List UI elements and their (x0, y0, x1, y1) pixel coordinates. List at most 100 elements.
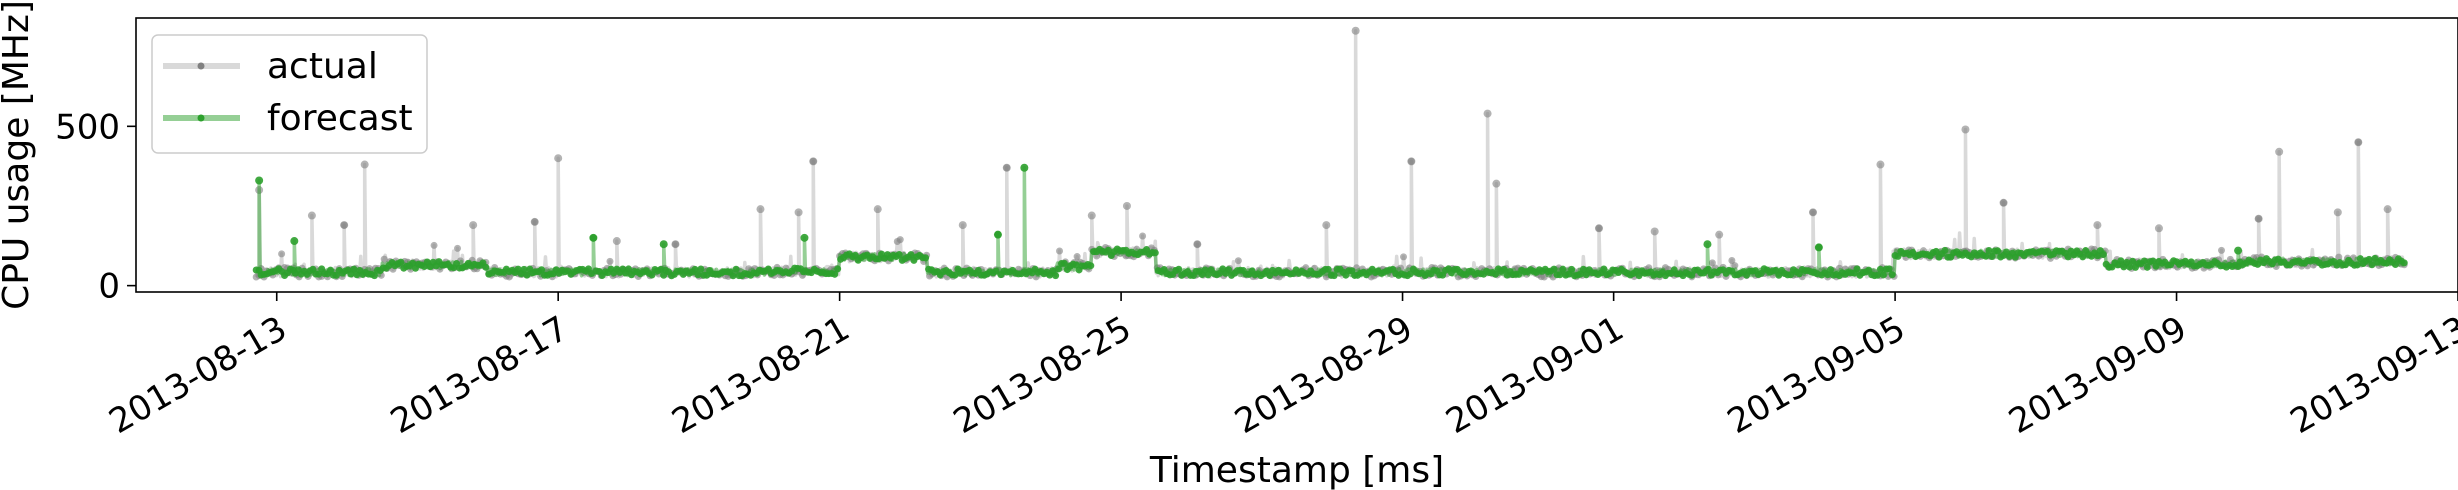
point-forecast (1824, 271, 1832, 279)
spike-point-actual-31 (2154, 224, 2163, 233)
point-forecast (1204, 271, 1212, 279)
point-forecast (2353, 261, 2361, 269)
point-forecast (1556, 271, 1564, 279)
point-actual (671, 240, 679, 248)
series-actual (252, 26, 2408, 281)
spike-point-forecast-7 (1703, 240, 1712, 249)
spike-point-actual-15 (1087, 211, 1096, 220)
x-tick-label: 2013-08-29 (1228, 309, 1419, 442)
point-forecast (2093, 252, 2101, 260)
point-forecast (482, 263, 490, 271)
point-actual (454, 244, 462, 252)
x-tick-label: 2013-09-09 (2002, 309, 2193, 442)
x-axis-label: Timestamp [ms] (1149, 450, 1444, 490)
point-forecast (2126, 263, 2134, 271)
spike-point-actual-33 (2275, 147, 2284, 156)
spike-point-forecast-9 (2234, 246, 2243, 255)
y-tick-label: 0 (98, 267, 120, 307)
spike-point-actual-7 (612, 237, 621, 246)
point-actual (1708, 259, 1716, 267)
point-actual (2354, 138, 2362, 146)
point-actual (1407, 157, 1415, 165)
point-forecast (1330, 272, 1338, 280)
point-forecast (2129, 257, 2137, 265)
point-actual (1139, 232, 1147, 240)
spike-point-actual-16 (1122, 201, 1131, 210)
point-forecast (2079, 253, 2087, 261)
point-actual (1056, 247, 1064, 255)
x-axis: 2013-08-13 2013-08-17 2013-08-21 2013-08-25… (103, 292, 2458, 442)
point-forecast (1559, 265, 1567, 273)
point-forecast (1815, 243, 1823, 251)
legend-label-actual: actual (267, 46, 378, 87)
spike-point-forecast-0 (255, 176, 264, 185)
point-forecast (1879, 271, 1887, 279)
point-forecast (315, 270, 323, 278)
point-forecast (332, 271, 340, 279)
point-actual (2335, 253, 2343, 261)
point-forecast (520, 265, 528, 273)
point-forecast (895, 251, 903, 259)
plot-frame (135, 17, 2458, 293)
point-actual (531, 218, 539, 226)
point-forecast (1266, 271, 1274, 279)
point-actual (1003, 164, 1011, 172)
point-forecast (538, 266, 546, 274)
point-forecast (350, 265, 358, 273)
x-tick-label: 2013-08-21 (665, 309, 856, 442)
point-forecast (1827, 266, 1835, 274)
point-actual (606, 257, 614, 265)
spike-point-actual-3 (360, 160, 369, 169)
point-forecast (523, 271, 531, 279)
point-forecast (1985, 247, 1993, 254)
point-actual (896, 236, 904, 244)
point-forecast (694, 271, 702, 279)
legend: actual forecast (151, 34, 428, 154)
point-forecast (907, 251, 915, 259)
spike-point-actual-6 (554, 154, 563, 163)
point-actual (1731, 262, 1739, 270)
point-actual (340, 221, 348, 229)
point-forecast (1568, 265, 1576, 273)
point-actual (1400, 253, 1408, 261)
point-forecast (1982, 252, 1990, 260)
spike-point-actual-1 (307, 211, 316, 220)
x-tick-label: 2013-08-13 (103, 309, 294, 442)
point-forecast (2391, 260, 2399, 268)
point-forecast (1104, 246, 1112, 254)
point-actual (2218, 246, 2225, 254)
point-forecast (1941, 246, 1949, 254)
point-forecast (648, 271, 656, 279)
x-tick-label: 2013-08-17 (384, 309, 575, 442)
spike-point-actual-30 (2093, 221, 2102, 230)
point-forecast (2368, 261, 2376, 269)
y-tick-label: 500 (55, 107, 120, 147)
point-forecast (922, 254, 930, 262)
point-forecast (1055, 265, 1063, 273)
point-actual (809, 157, 817, 165)
spike-point-actual-28 (1961, 125, 1970, 134)
point-forecast (326, 266, 334, 274)
point-forecast (1324, 265, 1332, 273)
point-actual (278, 250, 286, 258)
point-forecast (831, 270, 839, 278)
spike-point-actual-27 (1876, 160, 1885, 169)
point-forecast (1151, 249, 1159, 257)
legend-box (151, 34, 428, 154)
point-forecast (1052, 272, 1060, 280)
point-actual (430, 241, 438, 249)
legend-marker-actual (197, 62, 205, 70)
point-forecast (370, 272, 378, 280)
point-forecast (697, 265, 705, 273)
point-actual (1809, 208, 1817, 216)
point-forecast (1087, 262, 1095, 270)
point-forecast (1060, 259, 1068, 267)
point-forecast (1704, 265, 1712, 273)
point-forecast (1491, 270, 1499, 278)
spike-point-actual-13 (958, 221, 967, 230)
point-actual (2255, 215, 2263, 223)
spike-point-forecast-4 (800, 233, 809, 242)
point-forecast (409, 259, 417, 267)
point-forecast (1225, 266, 1233, 274)
legend-label-forecast: forecast (267, 98, 413, 139)
